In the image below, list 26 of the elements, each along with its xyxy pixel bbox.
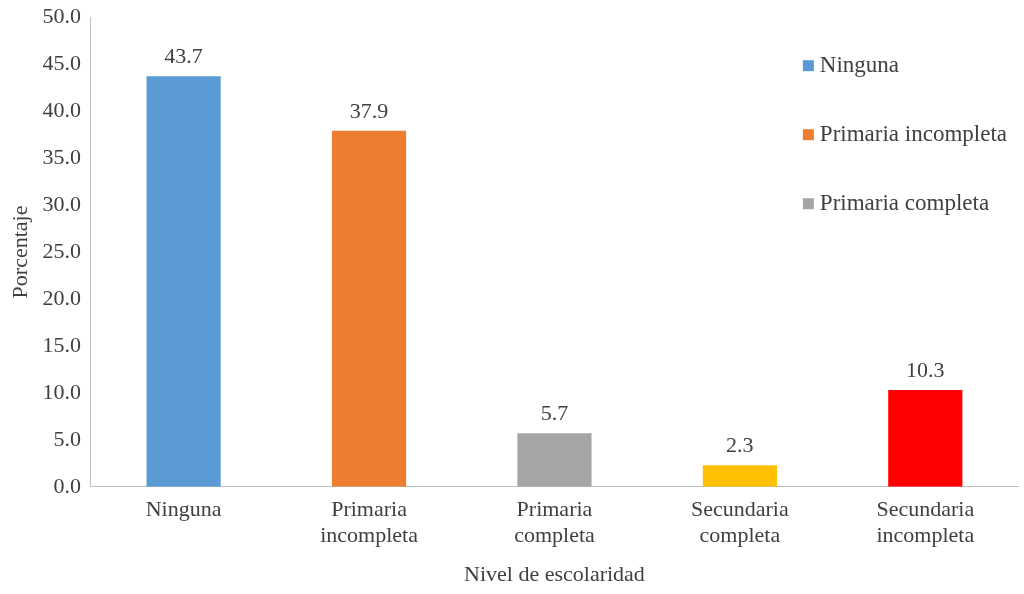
data-label: 43.7 xyxy=(164,43,203,69)
x-tick-label: Primaria completa xyxy=(514,495,595,548)
data-label: 37.9 xyxy=(349,97,389,123)
y-tick-label: 40.0 xyxy=(42,96,81,122)
data-label: 5.7 xyxy=(540,400,569,426)
x-tick-label: Primaria incompleta xyxy=(320,495,419,548)
legend-label: Ninguna xyxy=(819,52,900,78)
y-tick-label: 45.0 xyxy=(42,49,81,75)
legend-label: Primaria incompleta xyxy=(819,121,1008,147)
legend-label: Primaria completa xyxy=(819,190,990,216)
y-tick-label: 10.0 xyxy=(42,378,81,404)
y-tick-label: 20.0 xyxy=(42,284,81,310)
y-axis-title: Porcentaje xyxy=(6,205,32,299)
y-tick-label: 0.0 xyxy=(53,472,81,498)
y-tick-label: 25.0 xyxy=(42,237,81,263)
y-tick-label: 5.0 xyxy=(53,425,81,451)
x-axis-title: Nivel de escolaridad xyxy=(464,560,645,586)
x-tick-label: Ninguna xyxy=(145,495,222,521)
y-tick-label: 50.0 xyxy=(42,2,81,28)
y-tick-label: 15.0 xyxy=(42,331,81,357)
data-label: 2.3 xyxy=(726,431,754,457)
data-label: 10.3 xyxy=(906,356,945,382)
x-tick-label: Secundaria incompleta xyxy=(876,495,975,548)
x-tick-label: Secundaria completa xyxy=(691,495,789,548)
y-tick-label: 35.0 xyxy=(42,143,81,169)
y-tick-label: 30.0 xyxy=(42,190,81,216)
